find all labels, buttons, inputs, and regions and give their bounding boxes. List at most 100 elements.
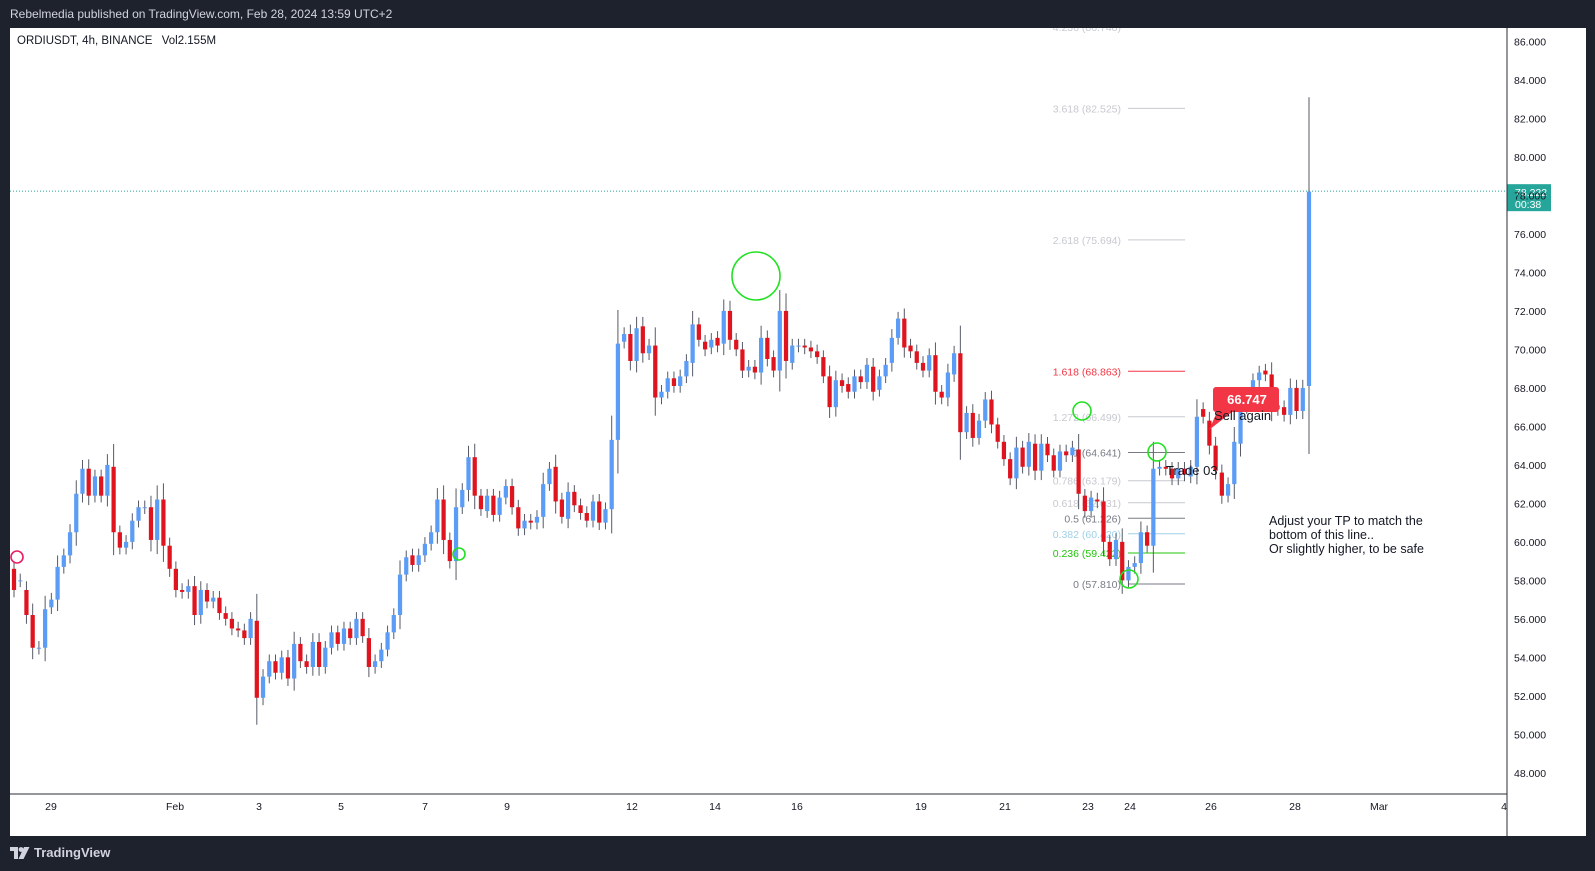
candle-up <box>1070 447 1075 456</box>
candle-up <box>634 328 639 361</box>
candle-up <box>497 497 502 515</box>
price-tick-label: 64.000 <box>1514 460 1546 472</box>
candle-up <box>590 501 596 521</box>
fib-level-label: 0.5 (61.226) <box>1064 513 1121 525</box>
candle-down <box>827 376 832 408</box>
time-tick-label: 3 <box>256 801 262 813</box>
highlight-circle <box>1147 442 1167 462</box>
price-tick-label: 66.000 <box>1514 421 1546 433</box>
candle-down <box>410 555 415 565</box>
candle-up <box>796 345 801 347</box>
candle-up <box>55 566 60 600</box>
candle-down <box>11 568 17 590</box>
time-tick-label: 16 <box>791 801 803 813</box>
candle-up <box>1232 441 1237 485</box>
highlight-circle <box>452 547 466 561</box>
price-tick-label: 60.000 <box>1514 537 1546 549</box>
candle-down <box>1045 443 1050 456</box>
price-tick-label: 70.000 <box>1514 344 1546 356</box>
candle-down <box>553 466 558 502</box>
candle-down <box>491 495 496 515</box>
candle-down <box>740 349 745 371</box>
candle-down <box>783 310 789 361</box>
volume-label: Vol <box>162 35 178 47</box>
candle-down <box>335 632 340 644</box>
price-axis: 86.000 84.000 82.000 80.000 78.000 76.000 74.0… <box>1514 36 1546 779</box>
candle-down <box>24 589 29 616</box>
candle-up <box>603 509 608 523</box>
candle-up <box>67 532 73 556</box>
candle-up <box>864 364 870 383</box>
time-tick-label: 28 <box>1289 801 1301 813</box>
candle-down <box>815 351 820 358</box>
candle-up <box>105 464 110 496</box>
candle-up <box>292 643 297 679</box>
candle-down <box>1219 472 1224 496</box>
candle-up <box>466 457 471 490</box>
time-tick-label: 5 <box>338 801 344 813</box>
candle-down <box>933 355 938 392</box>
time-tick-label: 21 <box>999 801 1011 813</box>
time-tick-label: 26 <box>1205 801 1217 813</box>
time-tick-label: 29 <box>45 801 57 813</box>
candle-up <box>74 493 79 533</box>
candle-up <box>777 310 782 371</box>
candle-down <box>366 638 371 667</box>
fib-level-label: 1.618 (68.863) <box>1053 366 1121 378</box>
price-tick-label: 50.000 <box>1514 729 1546 741</box>
candle-down <box>1032 443 1038 471</box>
price-tick-label: 86.000 <box>1514 36 1546 48</box>
candle-up <box>1306 191 1312 386</box>
candle-down <box>1120 541 1125 581</box>
candle-up <box>877 376 882 390</box>
candle-down <box>316 641 322 667</box>
candle-up <box>341 628 347 644</box>
candle-up <box>123 541 129 548</box>
candle-up <box>1288 387 1293 415</box>
tradingview-brand[interactable]: TradingView <box>10 845 110 860</box>
candle-down <box>696 324 701 340</box>
fib-level-label: 3.618 (82.525) <box>1053 103 1121 115</box>
time-tick-label: Mar <box>1370 801 1389 813</box>
candle-up <box>678 376 683 386</box>
candle-up <box>49 599 54 608</box>
price-tick-label: 78.000 <box>1514 190 1546 202</box>
candlestick-chart[interactable]: 4.236 (86.748) 3.618 (82.525) 2.618 (75.69… <box>10 22 1586 836</box>
candle-down <box>1008 459 1013 479</box>
chart-frame: 4.236 (86.748) 3.618 (82.525) 2.618 (75.69… <box>10 22 1586 836</box>
candle-up <box>1250 380 1256 394</box>
note-text-line: Adjust your TP to match the <box>1269 514 1423 528</box>
candle-down <box>1201 409 1206 417</box>
fib-level-label: 1 (64.641) <box>1073 448 1121 460</box>
candle-up <box>758 337 764 373</box>
candle-down <box>304 661 309 667</box>
candle-up <box>895 318 901 338</box>
candle-up <box>1026 441 1031 467</box>
price-tick-label: 54.000 <box>1514 652 1546 664</box>
candle-down <box>858 376 863 383</box>
candle-up <box>485 495 490 512</box>
candle-down <box>1101 501 1106 542</box>
candle-up <box>1113 539 1119 560</box>
candle-down <box>846 384 851 392</box>
candle-down <box>734 339 739 350</box>
candle-up <box>790 345 795 363</box>
price-tick-label: 48.000 <box>1514 768 1546 780</box>
candle-up <box>1238 407 1243 444</box>
candle-up <box>534 516 540 523</box>
candle-up <box>416 555 421 565</box>
candle-down <box>223 613 228 619</box>
candle-up <box>522 520 527 529</box>
fib-level-label: 2.618 (75.694) <box>1053 235 1121 247</box>
candle-down <box>1076 449 1081 494</box>
candle-down <box>802 345 807 348</box>
candle-up <box>460 489 465 508</box>
price-callout-value: 66.747 <box>1227 392 1267 407</box>
candle-up <box>391 615 396 633</box>
candle-down <box>653 345 658 398</box>
candle-down <box>1145 532 1150 546</box>
candle-up <box>1151 468 1156 546</box>
candle-down <box>1281 407 1287 415</box>
candle-up <box>684 360 689 377</box>
symbol-info: ORDIUSDT, 4h, BINANCE <box>17 35 153 47</box>
